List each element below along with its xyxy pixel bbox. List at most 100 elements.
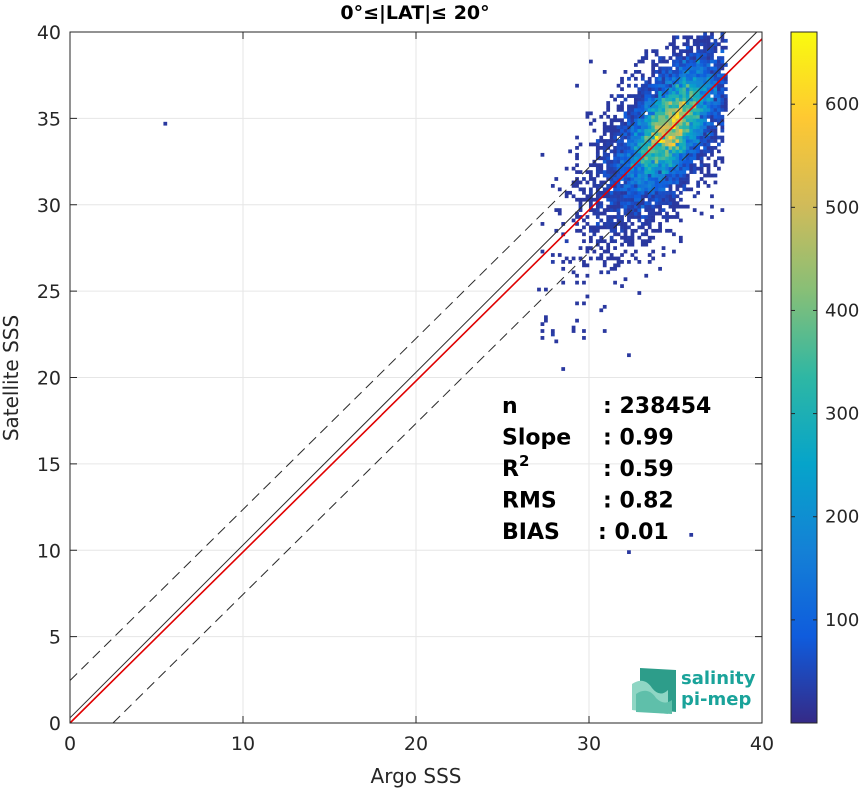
heatmap-cell [685, 204, 690, 209]
heatmap-cell [640, 215, 645, 219]
heatmap-cell [713, 94, 718, 98]
heatmap-cell [557, 208, 562, 212]
heatmap-cell [689, 149, 694, 154]
heatmap-cell [710, 56, 714, 60]
heatmap-cell [585, 197, 590, 202]
heatmap-cell [723, 87, 728, 92]
heatmap-cell [630, 159, 635, 164]
heatmap-cell [633, 94, 638, 98]
heatmap-cell [592, 228, 597, 233]
heatmap-cell [623, 249, 628, 254]
heatmap-cell [696, 135, 701, 140]
heatmap-cell [654, 128, 659, 133]
heatmap-cell [602, 152, 607, 157]
heatmap-cell [627, 184, 631, 188]
heatmap-cell [637, 121, 642, 126]
heatmap-cell [703, 149, 707, 154]
heatmap-cell [661, 201, 666, 206]
heatmap-cell [685, 52, 690, 57]
heatmap-cell [654, 152, 659, 157]
heatmap-cell [689, 83, 694, 88]
heatmap-cell [654, 173, 659, 178]
heatmap-cell [713, 63, 718, 67]
heatmap-cell [706, 70, 711, 74]
heatmap-cell [685, 90, 690, 95]
heatmap-cell [644, 101, 649, 105]
heatmap-cell [627, 128, 631, 133]
heatmap-cell [627, 163, 631, 168]
heatmap-cell [675, 56, 680, 60]
heatmap-cell [651, 59, 656, 64]
heatmap-cell [682, 149, 687, 154]
heatmap-cell [675, 146, 680, 150]
heatmap-cell [654, 121, 659, 126]
heatmap-cell [706, 80, 711, 85]
heatmap-cell [682, 163, 687, 168]
heatmap-cell [633, 101, 638, 105]
y-tick-label: 35 [37, 108, 61, 130]
heatmap-cell [699, 104, 704, 109]
heatmap-cell [665, 163, 669, 168]
heatmap-cell [720, 121, 725, 126]
heatmap-cell [637, 197, 642, 202]
heatmap-cell [678, 173, 683, 178]
heatmap-cell [568, 190, 572, 195]
heatmap-cell [703, 49, 707, 54]
heatmap-cell [710, 146, 714, 150]
heatmap-cell [582, 239, 586, 244]
heatmap-cell [630, 111, 635, 116]
heatmap-cell [557, 253, 562, 257]
heatmap-cell [699, 114, 704, 119]
heatmap-cell [595, 211, 600, 216]
heatmap-cell [620, 142, 624, 147]
heatmap-cell [689, 125, 694, 130]
heatmap-cell [644, 180, 649, 185]
heatmap-cell [661, 170, 666, 174]
heatmap-cell [699, 128, 704, 133]
heatmap-cell [692, 114, 697, 119]
heatmap-cell [706, 163, 711, 168]
heatmap-cell [627, 94, 631, 98]
heatmap-cell [678, 170, 683, 174]
heatmap-cell [637, 211, 642, 216]
heatmap-cell [644, 94, 649, 98]
heatmap-cell [692, 132, 697, 136]
heatmap-cell [561, 232, 566, 237]
heatmap-cell [620, 222, 624, 226]
heatmap-cell [668, 152, 673, 157]
heatmap-cell [665, 177, 669, 181]
heatmap-cell [575, 180, 579, 185]
heatmap-cell [699, 42, 704, 47]
heatmap-cell [706, 87, 711, 92]
heatmap-cell [713, 90, 718, 95]
heatmap-cell [668, 194, 673, 199]
heatmap-cell [651, 70, 656, 74]
heatmap-cell [623, 228, 628, 233]
heatmap-cell [723, 45, 728, 50]
heatmap-cell [682, 177, 687, 181]
heatmap-cell [651, 94, 656, 98]
heatmap-cell [585, 246, 590, 250]
heatmap-cell [627, 239, 631, 244]
heatmap-cell [633, 139, 638, 143]
heatmap-cell [672, 101, 676, 105]
heatmap-cell [654, 132, 659, 136]
heatmap-cell [592, 225, 597, 230]
heatmap-cell [637, 184, 642, 188]
heatmap-cell [675, 159, 680, 164]
heatmap-cell [699, 38, 704, 43]
heatmap-cell [613, 246, 617, 250]
heatmap-cell [578, 256, 583, 261]
heatmap-cell [682, 132, 687, 136]
heatmap-cell [685, 87, 690, 92]
heatmap-cell [630, 215, 635, 219]
heatmap-cell [696, 108, 701, 112]
heatmap-cell [647, 83, 652, 88]
heatmap-cell [713, 45, 718, 50]
heatmap-cell [637, 166, 642, 171]
heatmap-cell [689, 163, 694, 168]
heatmap-cell [616, 184, 621, 188]
heatmap-cell [696, 90, 701, 95]
heatmap-cell [644, 49, 649, 54]
heatmap-cell [637, 135, 642, 140]
